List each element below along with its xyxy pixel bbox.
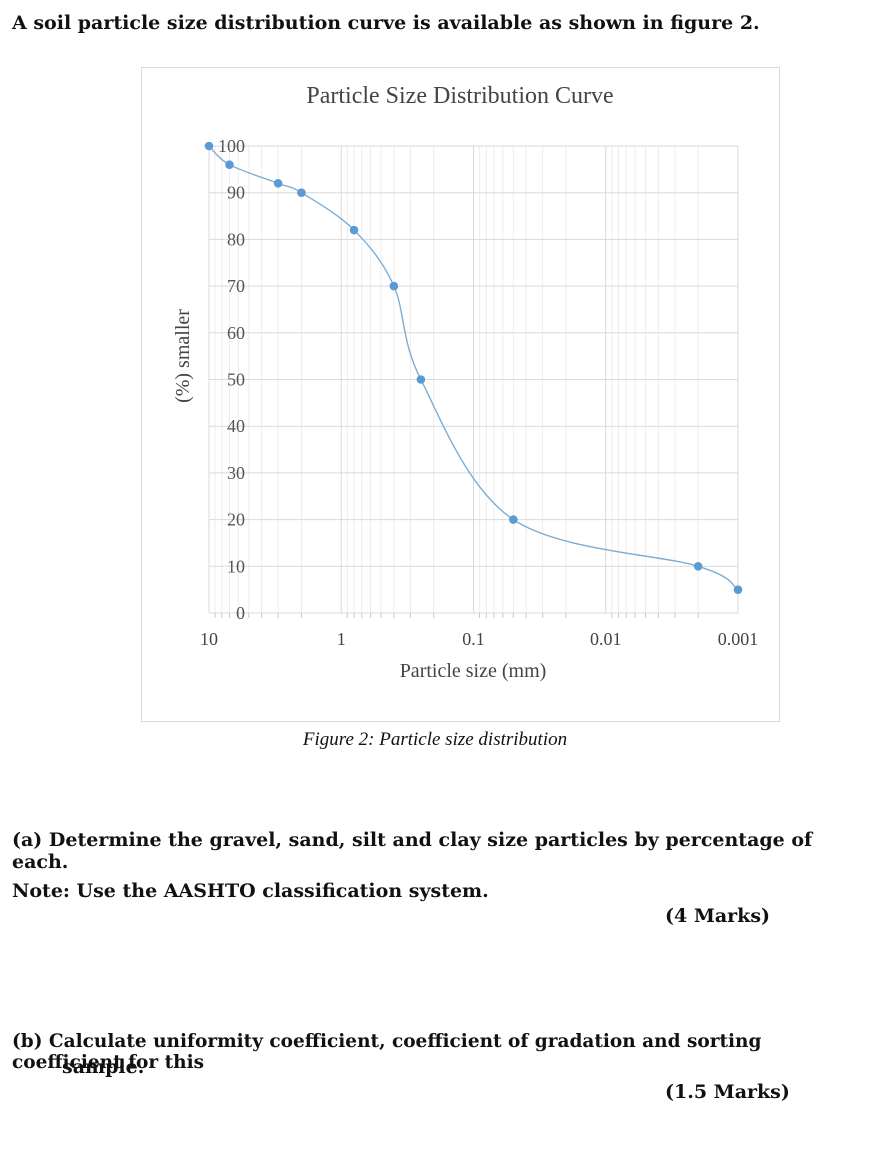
data-point	[297, 188, 306, 197]
data-point	[349, 225, 359, 235]
x-tick-label: 1	[337, 629, 346, 649]
x-axis-label: Particle size (mm)	[400, 660, 547, 682]
series-line	[208, 145, 739, 591]
data-point	[509, 515, 518, 524]
x-tick-label: 0.001	[718, 629, 759, 649]
y-tick-label: 40	[227, 416, 245, 436]
x-minor-ticks	[214, 613, 699, 618]
marks-a: (4 Marks)	[665, 905, 771, 927]
data-point	[733, 585, 743, 594]
y-tick-label: 90	[227, 183, 245, 203]
y-tick-label: 20	[227, 510, 245, 530]
question-b-continued: sample.	[62, 1056, 145, 1078]
note-text: Note: Use the AASHTO classification syst…	[12, 880, 489, 902]
figure-caption: Figure 2: Particle size distribution	[302, 729, 568, 750]
y-tick-label: 0	[236, 603, 245, 623]
data-points	[204, 141, 743, 594]
x-tick-label: 10	[200, 629, 218, 649]
question-a: (a) Determine the gravel, sand, silt and…	[12, 829, 813, 873]
data-point	[389, 281, 399, 291]
chart-container: 0 10 20 30 40 50 60 70 80 90 100 10 1 0.1 0.01 0.001 P…	[141, 67, 780, 722]
y-tick-label: 80	[227, 229, 245, 249]
y-axis-label: (%) smaller	[172, 309, 194, 403]
data-point	[693, 562, 703, 571]
data-point	[204, 141, 214, 151]
data-point	[416, 375, 426, 384]
major-gridlines	[208, 145, 739, 614]
y-tick-label: 30	[227, 463, 245, 483]
x-tick-label: 0.1	[462, 629, 485, 649]
y-tick-label: 70	[227, 276, 245, 296]
y-tick-label: 50	[227, 370, 245, 390]
data-point	[273, 179, 283, 188]
y-tick-label: 100	[218, 136, 245, 156]
intro-text: A soil particle size distribution curve …	[12, 12, 760, 34]
particle-size-chart: 0 10 20 30 40 50 60 70 80 90 100 10 1 0.1 0.01 0.001 P…	[172, 83, 758, 682]
x-tick-labels: 10 1 0.1 0.01 0.001	[200, 629, 758, 649]
x-tick-label: 0.01	[590, 629, 622, 649]
data-point	[225, 160, 234, 169]
chart-title: Particle Size Distribution Curve	[306, 83, 613, 109]
y-tick-label: 10	[227, 556, 245, 576]
question-b: (b) Calculate uniformity coefficient, co…	[12, 1031, 762, 1073]
y-tick-label: 60	[227, 323, 245, 343]
y-tick-labels: 0 10 20 30 40 50 60 70 80 90 100	[218, 136, 245, 623]
marks-b: (1.5 Marks)	[665, 1081, 790, 1103]
